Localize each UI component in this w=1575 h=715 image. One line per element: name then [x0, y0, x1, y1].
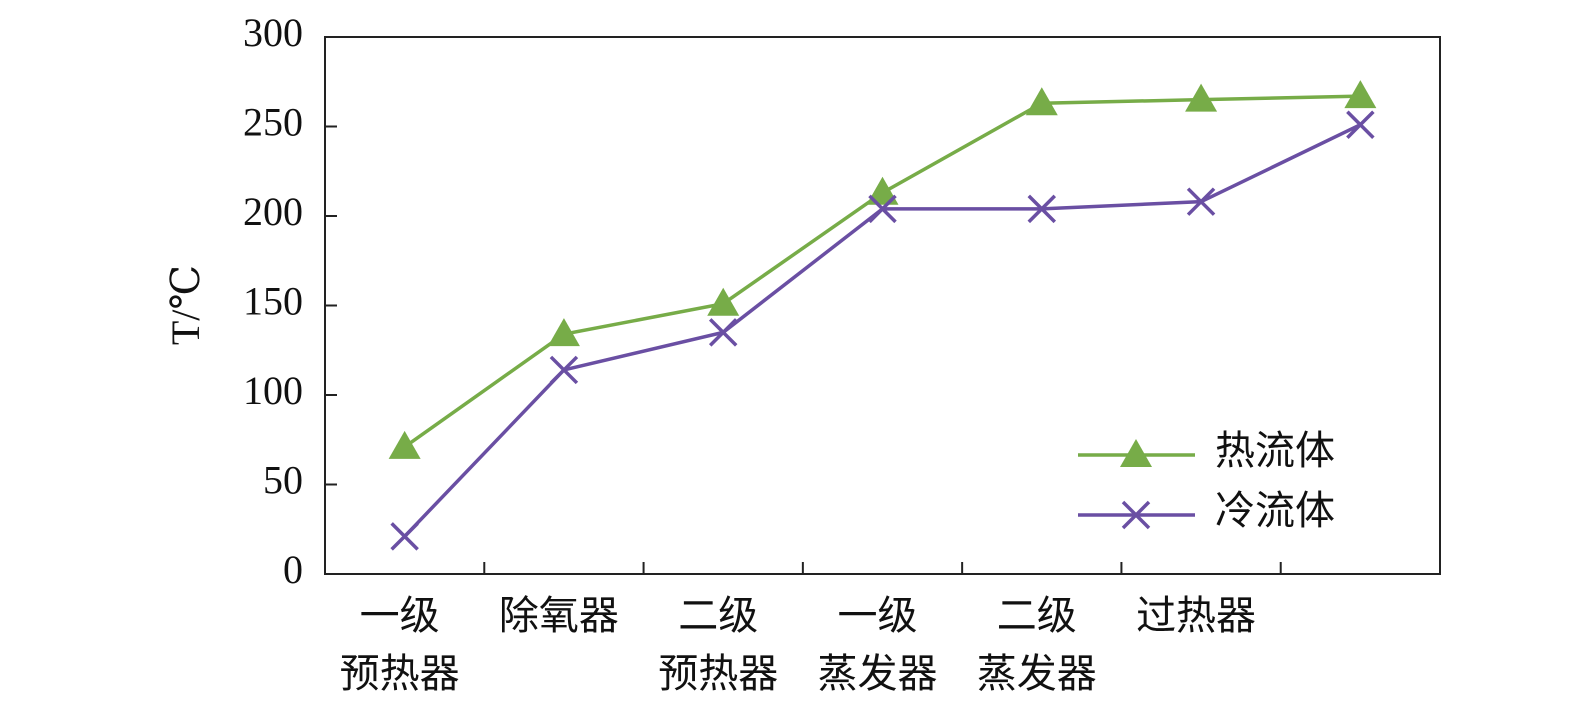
marker [1186, 187, 1216, 216]
marker [388, 430, 421, 459]
marker [547, 318, 580, 347]
x-tick-label: 预热器 [658, 651, 778, 696]
y-tick-label: 0 [283, 547, 303, 592]
x-tick-label: 蒸发器 [818, 651, 938, 696]
y-axis-label: T/℃ [163, 265, 208, 345]
x-tick-label: 一级 [838, 593, 918, 638]
marker [708, 318, 738, 347]
y-tick-label: 250 [243, 100, 303, 145]
marker [1120, 439, 1152, 467]
marker [1346, 110, 1375, 139]
legend-label: 冷流体 [1215, 488, 1335, 533]
y-tick-label: 150 [243, 279, 303, 324]
marker [1027, 194, 1057, 224]
x-tick-label: 二级 [678, 593, 758, 638]
x-tick-label: 二级 [997, 593, 1077, 638]
x-tick-label: 过热器 [1136, 593, 1256, 638]
marker [707, 287, 740, 316]
marker [866, 176, 899, 205]
marker [868, 194, 897, 224]
x-tick-label: 一级 [360, 593, 440, 638]
y-tick-label: 300 [243, 10, 303, 55]
legend-label: 热流体 [1215, 428, 1335, 473]
x-tick-label: 预热器 [340, 651, 460, 696]
marker [1121, 500, 1151, 530]
marker [1025, 87, 1058, 116]
y-tick-label: 50 [263, 458, 303, 503]
x-tick-label: 蒸发器 [977, 651, 1097, 696]
x-tick-label: 除氧器 [499, 593, 619, 638]
marker [1185, 83, 1218, 112]
series-line [403, 94, 1361, 449]
marker [549, 355, 579, 385]
marker [1344, 80, 1377, 109]
y-tick-label: 200 [243, 189, 303, 234]
y-tick-label: 100 [243, 368, 303, 413]
marker [390, 522, 419, 551]
